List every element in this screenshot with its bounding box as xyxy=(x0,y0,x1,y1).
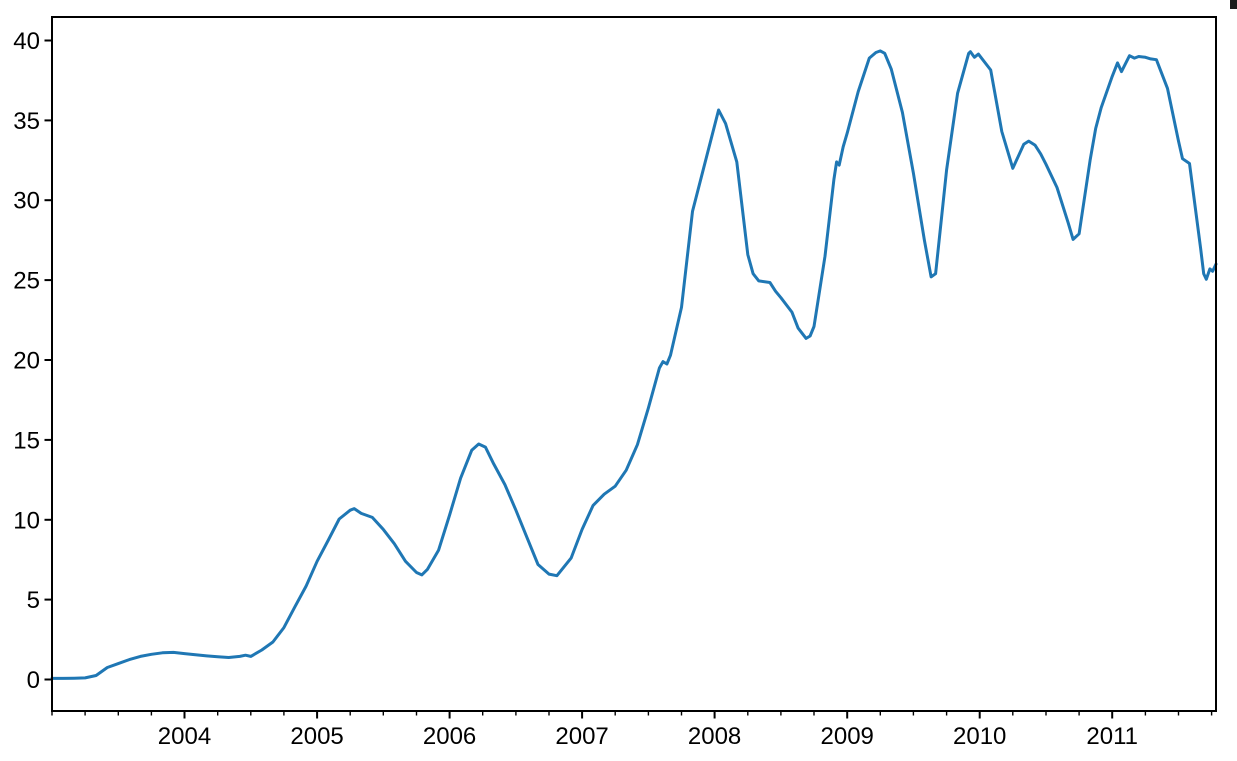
y-axis-tick-label: 20 xyxy=(13,348,40,375)
y-axis-tick-label: 40 xyxy=(13,28,40,55)
x-axis-tick-label: 2010 xyxy=(953,723,1006,750)
y-axis-tick-label: 5 xyxy=(27,587,40,614)
y-axis-tick-label: 10 xyxy=(13,507,40,534)
x-axis-tick-label: 2006 xyxy=(423,723,476,750)
y-axis-tick-label: 0 xyxy=(27,667,40,694)
x-axis-tick-label: 2009 xyxy=(821,723,874,750)
y-axis-tick-label: 15 xyxy=(13,427,40,454)
x-axis-tick-label: 2005 xyxy=(290,723,343,750)
corner-artifact xyxy=(1230,0,1237,9)
x-axis-tick-label: 2011 xyxy=(1086,723,1138,750)
x-axis-tick-label: 2007 xyxy=(555,723,608,750)
y-axis-tick-label: 25 xyxy=(13,268,40,295)
data-line xyxy=(50,49,1218,680)
y-axis-tick-label: 30 xyxy=(13,188,40,215)
x-axis-tick-label: 2004 xyxy=(158,723,211,750)
axes-spines xyxy=(51,16,1217,712)
y-axis-tick-label: 35 xyxy=(13,108,40,135)
x-axis-tick-label: 2008 xyxy=(688,723,741,750)
